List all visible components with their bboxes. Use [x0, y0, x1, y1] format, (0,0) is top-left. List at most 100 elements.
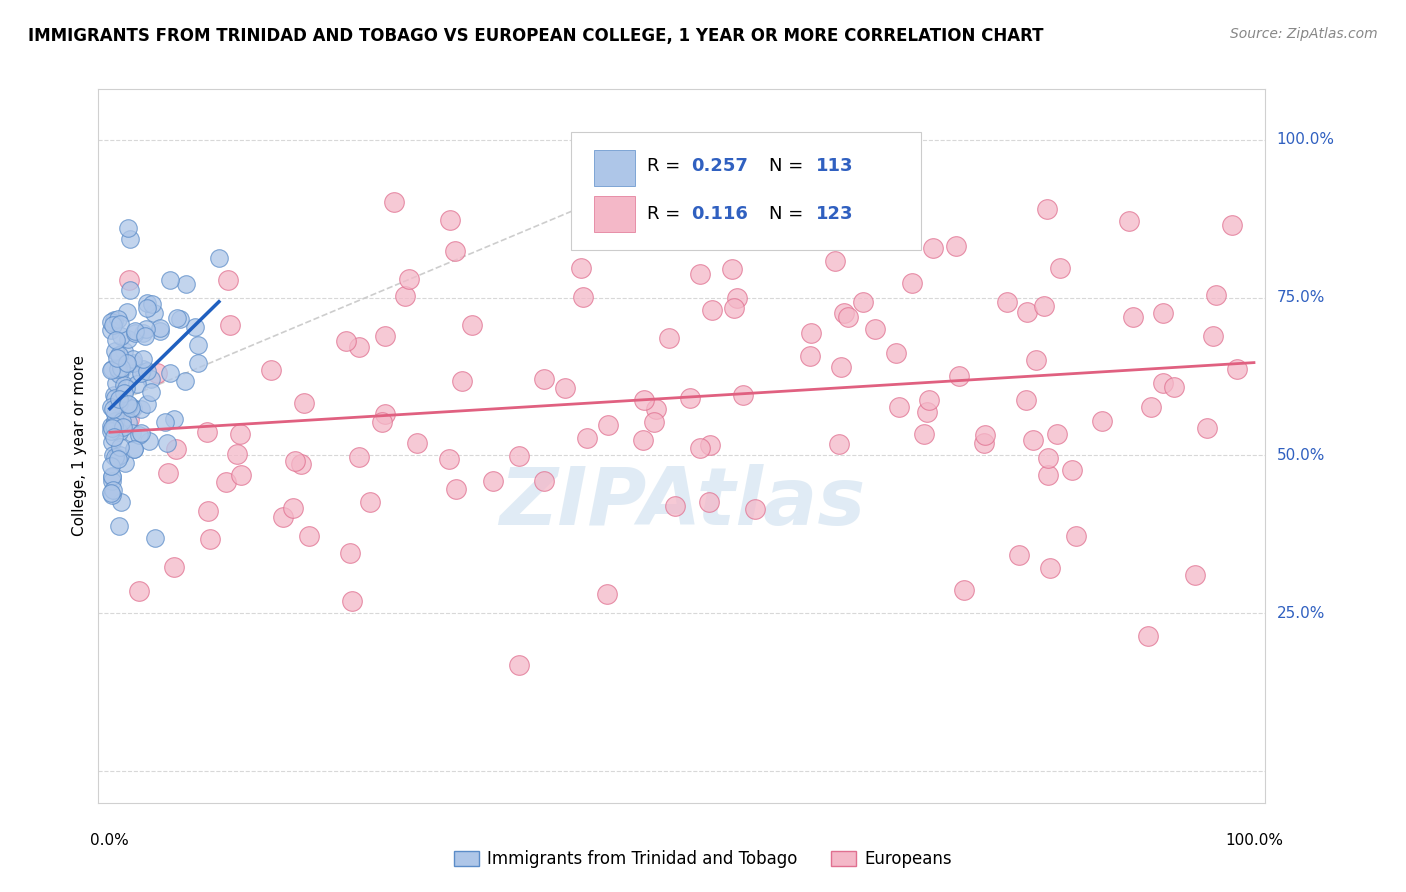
Point [187, 357, 209, 371]
Point [159, 273, 181, 287]
Legend: Immigrants from Trinidad and Tobago, Europeans: Immigrants from Trinidad and Tobago, Eur… [447, 844, 959, 875]
Point [101, 318, 124, 333]
Point [335, 334, 357, 349]
Point [101, 421, 124, 435]
Text: N =: N = [769, 157, 810, 175]
Point [104, 344, 127, 359]
Text: 0.257: 0.257 [692, 157, 748, 175]
Point [439, 212, 461, 227]
Point [1184, 567, 1206, 582]
Text: 0.116: 0.116 [692, 205, 748, 223]
Point [107, 518, 129, 533]
Point [973, 435, 995, 450]
Point [110, 329, 132, 343]
Point [112, 419, 135, 434]
Point [115, 356, 138, 370]
Point [127, 377, 149, 392]
Point [117, 415, 139, 429]
Point [121, 425, 143, 440]
Point [129, 401, 152, 416]
Point [918, 393, 941, 408]
Point [219, 318, 242, 332]
Point [997, 294, 1019, 309]
Point [101, 448, 124, 462]
Point [718, 216, 741, 230]
Point [575, 431, 598, 445]
Point [163, 560, 186, 574]
Point [533, 475, 555, 489]
Point [689, 441, 711, 455]
Point [1017, 305, 1039, 319]
Point [101, 483, 124, 497]
Point [1152, 306, 1174, 320]
Point [139, 384, 162, 399]
Point [290, 457, 312, 471]
Point [569, 260, 592, 275]
Point [104, 450, 127, 465]
Point [444, 244, 467, 258]
Point [1064, 529, 1087, 543]
Point [134, 328, 156, 343]
Point [482, 475, 505, 489]
Point [446, 482, 468, 496]
Point [110, 495, 132, 509]
Point [1136, 629, 1159, 643]
Point [973, 428, 995, 442]
Point [118, 412, 141, 426]
Point [129, 366, 152, 380]
Point [731, 388, 754, 402]
FancyBboxPatch shape [595, 196, 636, 232]
Point [101, 362, 124, 376]
Point [174, 277, 197, 291]
Point [100, 459, 122, 474]
Point [122, 355, 145, 369]
Point [637, 160, 659, 174]
Point [100, 425, 122, 439]
Text: IMMIGRANTS FROM TRINIDAD AND TOBAGO VS EUROPEAN COLLEGE, 1 YEAR OR MORE CORRELAT: IMMIGRANTS FROM TRINIDAD AND TOBAGO VS E… [28, 27, 1043, 45]
Point [406, 435, 429, 450]
Point [155, 435, 177, 450]
Point [699, 438, 721, 452]
Point [187, 338, 209, 352]
Point [100, 435, 122, 450]
Point [132, 326, 155, 341]
Point [398, 271, 420, 285]
Point [136, 364, 159, 378]
Point [508, 450, 530, 464]
Point [143, 306, 166, 320]
Point [104, 376, 127, 390]
Point [644, 401, 666, 416]
Point [105, 333, 128, 347]
Point [103, 418, 125, 433]
Point [863, 322, 886, 336]
Point [100, 315, 122, 329]
Point [117, 332, 139, 346]
Point [169, 311, 191, 326]
Point [118, 273, 141, 287]
Point [145, 366, 167, 380]
Point [229, 467, 252, 482]
Point [347, 340, 370, 354]
Point [1039, 561, 1062, 575]
Point [108, 392, 131, 406]
Point [832, 306, 855, 320]
Point [121, 366, 143, 380]
Point [657, 331, 679, 345]
Point [725, 291, 748, 305]
Point [912, 427, 935, 442]
Point [136, 397, 159, 411]
Point [1036, 202, 1059, 216]
Point [143, 532, 166, 546]
Point [1038, 450, 1060, 465]
Point [166, 310, 188, 325]
Point [1032, 299, 1054, 313]
Point [281, 501, 304, 516]
Point [128, 428, 150, 442]
Point [100, 486, 122, 500]
Point [922, 241, 945, 255]
Point [195, 425, 218, 439]
Point [228, 427, 250, 442]
Point [1036, 468, 1059, 483]
Point [112, 378, 135, 392]
Point [141, 297, 163, 311]
